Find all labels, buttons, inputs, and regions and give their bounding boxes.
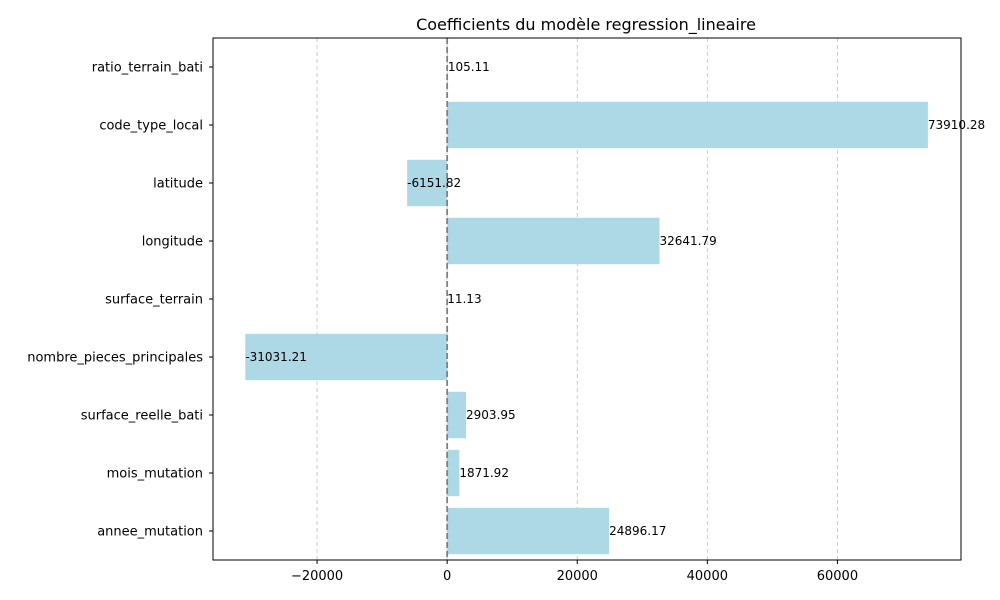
x-tick-label: 0 (443, 569, 451, 584)
value-label: 24896.17 (609, 524, 666, 538)
x-tick-label: 60000 (817, 569, 858, 584)
bar-longitude (447, 217, 660, 265)
y-tick-label: surface_reelle_bati (81, 409, 203, 424)
value-label: 1871.92 (459, 466, 509, 480)
x-tick-label: −20000 (291, 569, 343, 584)
value-label: -6151.82 (407, 176, 461, 190)
value-label: 32641.79 (659, 234, 716, 248)
bars (245, 43, 928, 555)
y-tick-label: nombre_pieces_principales (27, 351, 203, 366)
bar-latitude (407, 159, 448, 207)
y-tick-label: surface_terrain (105, 293, 203, 308)
value-label: 73910.28 (928, 118, 985, 132)
y-axis: ratio_terrain_bati code_type_locallatitud… (27, 61, 213, 540)
y-tick-label: ratio_terrain_bati (92, 61, 203, 76)
y-tick-label: latitude (153, 177, 203, 192)
bar-annee_mutation (447, 507, 610, 555)
value-label: 11.13 (447, 292, 481, 306)
value-label: 2903.95 (466, 408, 516, 422)
value-label: 105.11 (448, 60, 490, 74)
chart-title: Coefficients du modèle regression_lineai… (416, 15, 756, 35)
y-tick-label: longitude (142, 235, 203, 250)
value-label: -31031.21 (245, 350, 307, 364)
y-tick-label: annee_mutation (97, 525, 203, 540)
bar-code_type_local (447, 101, 928, 149)
bar-nombre_pieces_principales (245, 333, 448, 381)
x-axis: −20000 0 20000 40000 60000 (291, 560, 858, 584)
data-labels: 105.11 73910.28 -6151.82 32641.79 11.13 -3103… (245, 60, 985, 538)
x-tick-label: 20000 (557, 569, 598, 584)
bar-surface_reelle_bati (447, 391, 467, 439)
x-tick-label: 40000 (687, 569, 728, 584)
y-tick-label: code_type_local (99, 119, 203, 134)
y-tick-label: mois_mutation (107, 467, 203, 482)
bar-mois_mutation (447, 449, 460, 497)
